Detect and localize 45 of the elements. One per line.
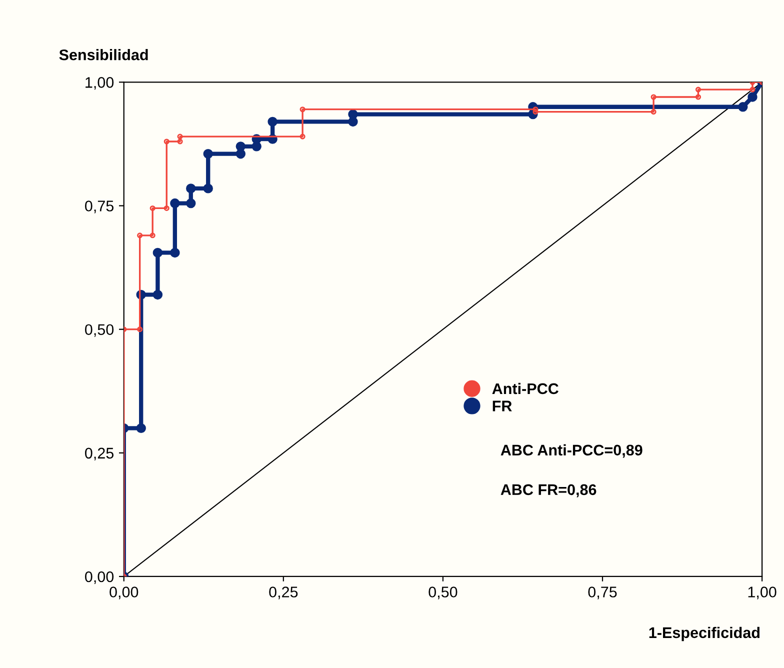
legend-label: Anti-PCC (492, 382, 558, 394)
point (203, 148, 213, 159)
point (164, 138, 170, 144)
point (738, 102, 748, 112)
y-tick-label: 0,75 (85, 200, 114, 214)
x-tick-label: 0,25 (269, 586, 298, 600)
legend-label: FR (492, 400, 512, 412)
point (152, 290, 163, 300)
point (137, 326, 143, 332)
point (177, 138, 183, 144)
point (150, 232, 156, 238)
point (650, 109, 656, 115)
point (236, 142, 246, 152)
point (136, 423, 146, 434)
point (186, 198, 196, 208)
point (170, 248, 180, 258)
point (164, 205, 170, 211)
point (137, 232, 143, 238)
y-tick-label: 1,00 (86, 77, 114, 90)
point (750, 86, 756, 92)
x-tick-label: 1,00 (748, 586, 776, 600)
point (695, 94, 702, 100)
x-tick-label: 0,00 (110, 586, 138, 600)
point (177, 134, 183, 140)
point (170, 198, 180, 208)
annotation: ABC Anti-PCC=0,89 (500, 444, 642, 458)
point (348, 109, 358, 120)
point (268, 116, 278, 127)
y-axis-title: Sensibilidad (59, 49, 148, 60)
point (186, 184, 196, 194)
point (695, 86, 702, 92)
x-tick-label: 0,75 (588, 586, 617, 600)
point (152, 248, 163, 258)
point (300, 106, 306, 112)
annotation: ABC FR=0,86 (500, 484, 596, 498)
x-tick-label: 0,50 (428, 586, 458, 600)
y-tick-label: 0,00 (85, 571, 114, 584)
point (203, 184, 213, 194)
point (650, 94, 656, 100)
point (748, 92, 758, 102)
x-axis-title: 1-Especificidad (649, 626, 760, 642)
y-tick-label: 0,25 (85, 448, 114, 460)
y-tick-label: 0,50 (85, 324, 114, 337)
point (300, 134, 306, 140)
point (150, 205, 156, 211)
